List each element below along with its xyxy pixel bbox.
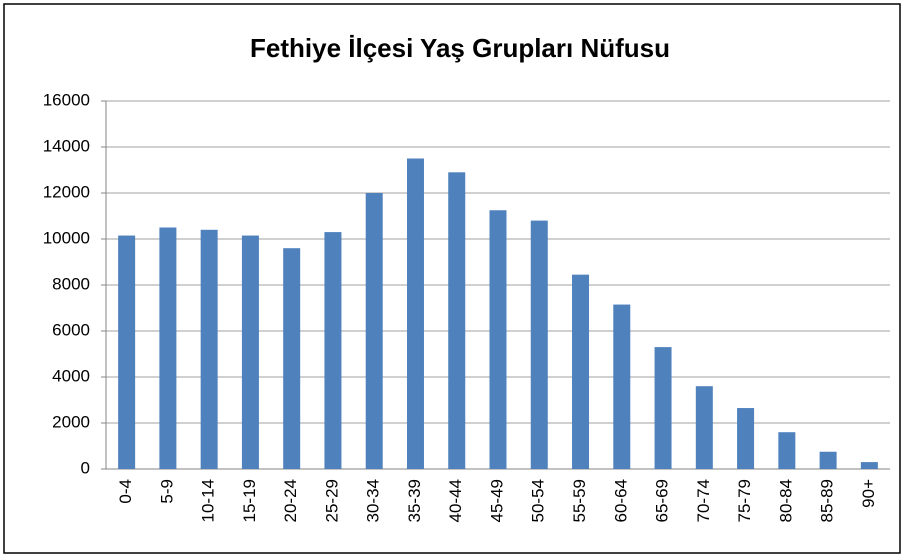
x-tick-label: 5-9 (157, 479, 176, 504)
x-tick-label: 45-49 (487, 479, 506, 522)
bar (572, 274, 590, 469)
bar (159, 227, 177, 469)
chart-title: Fethiye İlçesi Yaş Grupları Nüfusu (250, 33, 670, 63)
x-tick-label: 60-64 (611, 479, 630, 522)
bar (324, 232, 342, 469)
x-tick-label: 15-19 (240, 479, 259, 522)
bar (695, 386, 713, 469)
x-tick-label: 90+ (859, 479, 878, 508)
bar (613, 304, 631, 469)
x-tick-label: 55-59 (570, 479, 589, 522)
y-tick-label: 16000 (43, 90, 90, 109)
x-tick-label: 50-54 (529, 479, 548, 522)
x-tick-label: 80-84 (776, 479, 795, 522)
y-tick-label: 4000 (52, 366, 90, 385)
bar (860, 462, 878, 469)
x-tick-label: 10-14 (199, 479, 218, 522)
x-tick-label: 65-69 (653, 479, 672, 522)
y-tick-label: 12000 (43, 182, 90, 201)
bar (489, 210, 507, 469)
bar (118, 235, 136, 469)
x-tick-label: 75-79 (735, 479, 754, 522)
bar (200, 229, 218, 469)
x-tick-label: 0-4 (116, 479, 135, 504)
bar (819, 451, 837, 469)
bar (448, 172, 466, 470)
bar (778, 432, 796, 469)
x-tick-label: 25-29 (322, 479, 341, 522)
y-tick-label: 6000 (52, 320, 90, 339)
bar (241, 235, 259, 469)
x-tick-label: 35-39 (405, 479, 424, 522)
x-tick-label: 20-24 (281, 479, 300, 522)
x-tick-label: 85-89 (818, 479, 837, 522)
bar (737, 408, 755, 469)
y-tick-label: 8000 (52, 274, 90, 293)
bar (530, 220, 548, 469)
y-tick-label: 10000 (43, 228, 90, 247)
bar (406, 158, 424, 469)
y-tick-label: 0 (81, 458, 90, 477)
x-tick-label: 40-44 (446, 479, 465, 522)
x-tick-label: 70-74 (694, 479, 713, 522)
x-tick-label: 30-34 (364, 479, 383, 522)
bar (654, 347, 672, 469)
y-tick-label: 14000 (43, 136, 90, 155)
bar (283, 248, 301, 469)
y-tick-label: 2000 (52, 412, 90, 431)
bar (365, 193, 383, 469)
